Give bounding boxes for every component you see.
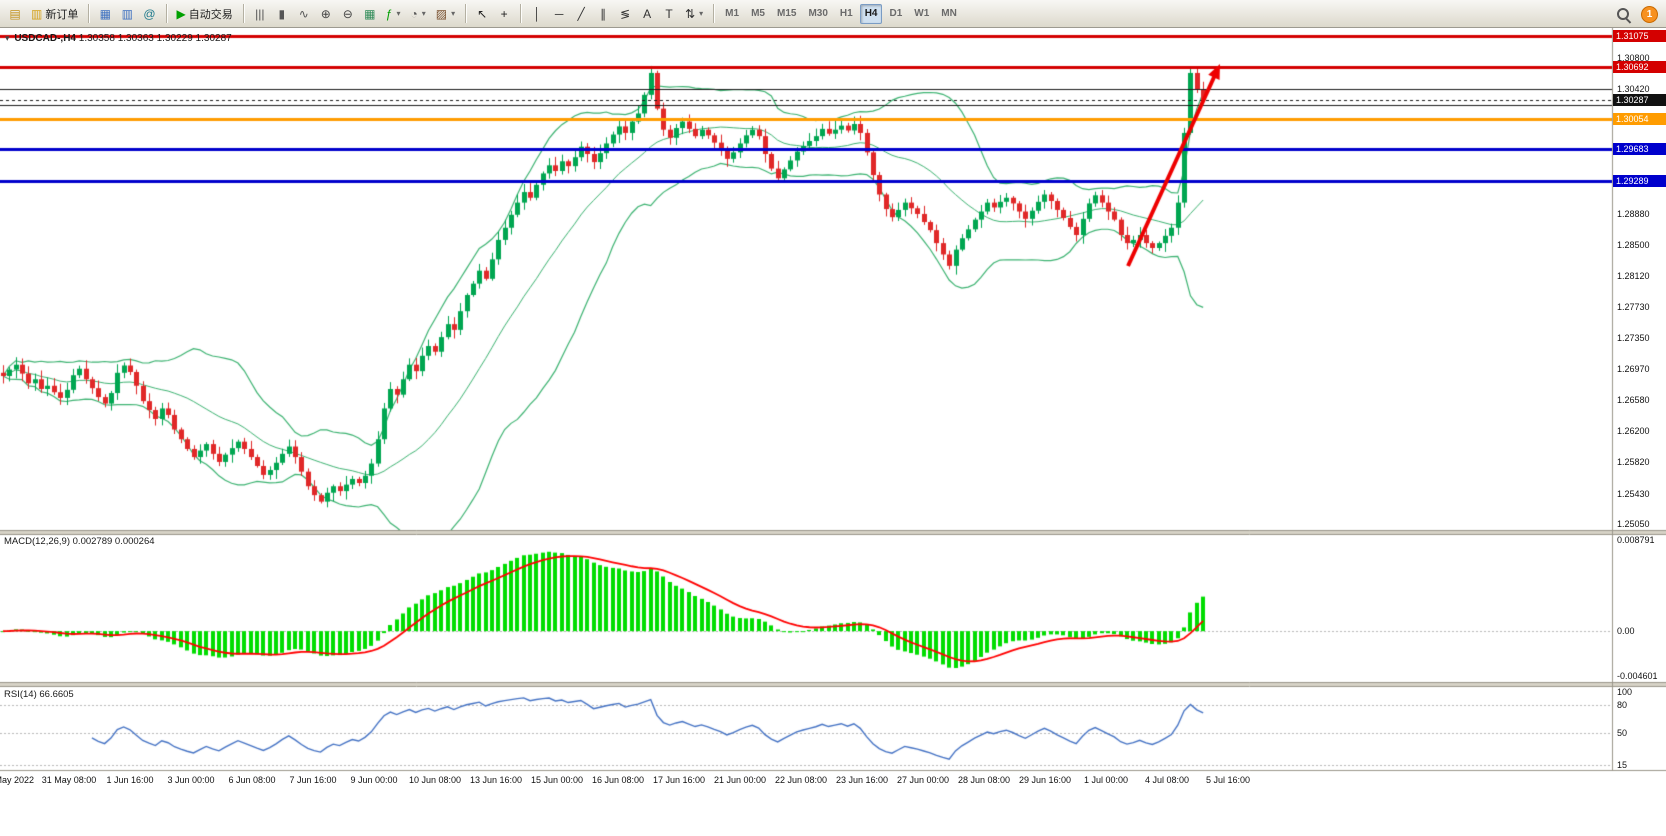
zoom-in-button[interactable]: ⊕ bbox=[316, 3, 336, 25]
chart-icon: ▾ bbox=[5, 33, 10, 43]
data-window-button[interactable]: ▥ bbox=[117, 3, 137, 25]
macd-label: MACD(12,26,9) 0.002789 0.000264 bbox=[4, 536, 155, 547]
new-order-label: 新订单 bbox=[45, 8, 79, 21]
data-window-icon: ▥ bbox=[121, 6, 134, 21]
crosshair-button[interactable]: + bbox=[494, 3, 514, 25]
equidistant-channel-button[interactable]: ∥ bbox=[593, 3, 613, 25]
timeframe-h4[interactable]: H4 bbox=[859, 3, 883, 24]
arrows-icon: ⇅ bbox=[685, 6, 696, 21]
price-tag[interactable]: 1.29683 bbox=[1613, 142, 1666, 155]
price-tag[interactable]: 1.29289 bbox=[1613, 174, 1666, 187]
toolbar-separator bbox=[88, 4, 90, 23]
text-label-button[interactable]: T bbox=[659, 3, 679, 25]
chart-bars-icon: ||| bbox=[255, 6, 265, 21]
toolbar-separator bbox=[713, 4, 715, 23]
equidistant-channel-icon: ∥ bbox=[600, 6, 607, 21]
templates-icon: ▨ bbox=[435, 6, 448, 21]
crosshair-icon: + bbox=[500, 6, 508, 21]
autotrading-button[interactable]: ▶ 自动交易 bbox=[173, 3, 237, 25]
arrows-button[interactable]: ⇅ bbox=[681, 3, 707, 25]
chart-bars-button[interactable]: ||| bbox=[250, 3, 270, 25]
autotrading-label: 自动交易 bbox=[188, 8, 233, 21]
indicators-icon: ƒ bbox=[385, 6, 393, 21]
symbol-period-label: USDCAD-,H4 bbox=[14, 33, 76, 44]
chart-candles-icon: ▮ bbox=[278, 6, 286, 21]
timeframe-bar: M1 M5 M15 M30 H1 H4 D1 W1 MN bbox=[719, 3, 963, 24]
chart-line-icon: ∿ bbox=[298, 6, 309, 21]
autotrading-icon: ▶ bbox=[176, 6, 186, 21]
periods-button[interactable]: ◔ bbox=[406, 3, 429, 25]
timeframe-h1[interactable]: H1 bbox=[835, 4, 858, 24]
timeframe-m1[interactable]: M1 bbox=[720, 4, 744, 24]
horizontal-line-button[interactable]: ─ bbox=[549, 3, 569, 25]
tile-windows-button[interactable]: ▦ bbox=[360, 3, 380, 25]
timeframe-m5[interactable]: M5 bbox=[746, 4, 770, 24]
rsi-label: RSI(14) 66.6605 bbox=[4, 689, 74, 700]
rsi-title: RSI(14) bbox=[4, 689, 37, 700]
price-tag[interactable]: 1.30287 bbox=[1613, 93, 1666, 106]
chart-line-button[interactable]: ∿ bbox=[294, 3, 314, 25]
chart-candles-button[interactable]: ▮ bbox=[272, 3, 292, 25]
panel-splitter-macd[interactable] bbox=[0, 530, 1666, 534]
text-label-icon: T bbox=[665, 6, 673, 21]
chart-symbol-header: ▾ USDCAD-,H4 1.30358 1.30363 1.30229 1.3… bbox=[5, 33, 232, 44]
vertical-line-icon: │ bbox=[533, 6, 541, 21]
new-order-button[interactable]: ▥ 新订单 bbox=[27, 3, 82, 25]
text-button[interactable]: A bbox=[637, 3, 657, 25]
notification-badge[interactable]: 1 bbox=[1641, 5, 1658, 23]
toolbar: ▤▥新订单▦▥@▶自动交易|||▮∿⊕⊖▦ƒ◔▨↖+│─╱∥≶AT⇅ M1M5M… bbox=[0, 0, 1666, 28]
timeframe-d1[interactable]: D1 bbox=[884, 4, 907, 24]
trendline-icon: ╱ bbox=[577, 6, 585, 21]
new-chart-button[interactable]: ▤ bbox=[5, 3, 25, 25]
zoom-in-icon: ⊕ bbox=[320, 6, 331, 21]
toolbar-separator bbox=[465, 4, 467, 23]
search-icon[interactable] bbox=[1616, 7, 1631, 22]
toolbar-separator bbox=[165, 4, 167, 23]
zoom-out-button[interactable]: ⊖ bbox=[338, 3, 358, 25]
price-tag[interactable]: 1.31075 bbox=[1613, 30, 1666, 43]
macd-title: MACD(12,26,9) bbox=[4, 536, 70, 547]
tile-windows-icon: ▦ bbox=[364, 6, 376, 21]
timeframe-m30[interactable]: M30 bbox=[803, 4, 832, 24]
price-tag[interactable]: 1.30054 bbox=[1613, 112, 1666, 125]
indicators-button[interactable]: ƒ bbox=[382, 3, 405, 25]
text-icon: A bbox=[643, 6, 652, 21]
horizontal-line-icon: ─ bbox=[554, 6, 564, 21]
toolbar-right: 1 bbox=[1616, 0, 1658, 28]
trendline-button[interactable]: ╱ bbox=[571, 3, 591, 25]
cursor-icon: ↖ bbox=[477, 6, 488, 21]
vertical-line-button[interactable]: │ bbox=[527, 3, 547, 25]
zoom-out-icon: ⊖ bbox=[342, 6, 353, 21]
toolbar-groups: ▤▥新订单▦▥@▶自动交易|||▮∿⊕⊖▦ƒ◔▨↖+│─╱∥≶AT⇅ bbox=[4, 3, 708, 25]
panel-splitter-rsi[interactable] bbox=[0, 682, 1666, 686]
fibonacci-button[interactable]: ≶ bbox=[615, 3, 635, 25]
toolbar-separator bbox=[520, 4, 522, 23]
new-order-icon: ▥ bbox=[31, 6, 43, 21]
chart-canvas[interactable] bbox=[0, 28, 1666, 836]
templates-button[interactable]: ▨ bbox=[432, 3, 459, 25]
periods-icon: ◔ bbox=[410, 6, 418, 21]
macd-signal-value: 0.000264 bbox=[114, 536, 155, 547]
rsi-value: 66.6605 bbox=[39, 689, 74, 700]
ohlc-values: 1.30358 1.30363 1.30229 1.30287 bbox=[78, 33, 232, 44]
timeframe-mn[interactable]: MN bbox=[936, 4, 962, 24]
market-watch-button[interactable]: ▦ bbox=[95, 3, 115, 25]
new-chart-icon: ▤ bbox=[9, 6, 21, 21]
cursor-button[interactable]: ↖ bbox=[472, 3, 492, 25]
timeframe-w1[interactable]: W1 bbox=[909, 4, 934, 24]
fibonacci-icon: ≶ bbox=[620, 6, 631, 21]
toolbar-separator bbox=[242, 4, 244, 23]
macd-main-value: 0.002789 bbox=[72, 536, 113, 547]
market-watch-icon: ▦ bbox=[99, 6, 112, 21]
community-button[interactable]: @ bbox=[139, 3, 159, 25]
timeframe-m15[interactable]: M15 bbox=[772, 4, 801, 24]
price-tag[interactable]: 1.30692 bbox=[1613, 61, 1666, 74]
community-icon: @ bbox=[143, 6, 156, 21]
